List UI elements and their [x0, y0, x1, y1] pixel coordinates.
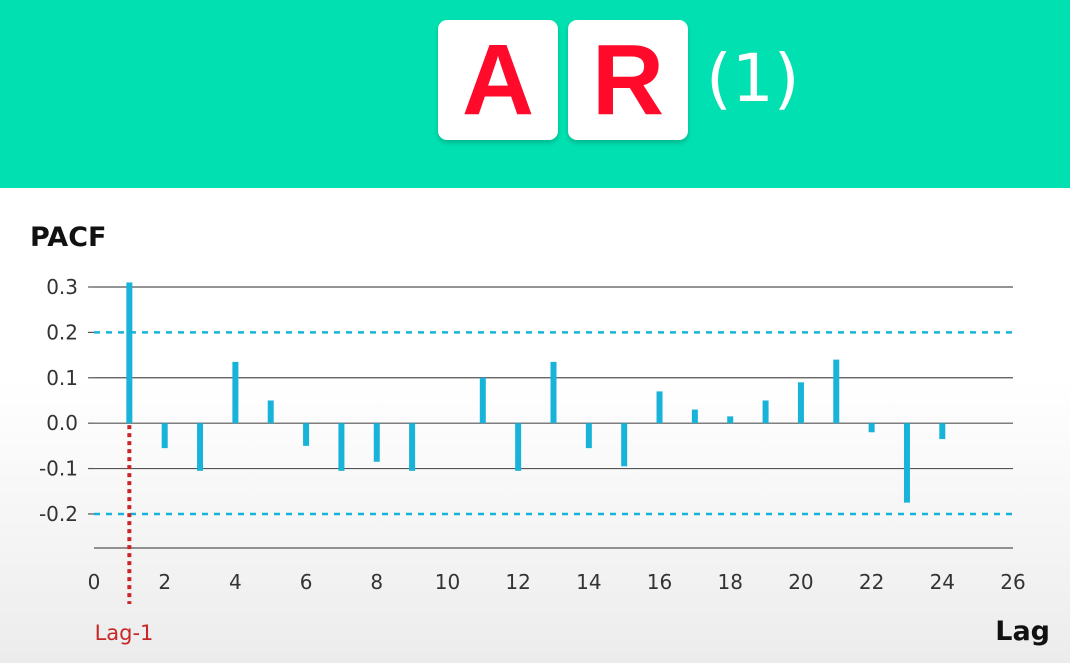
pacf-bar — [550, 361, 557, 424]
pacf-bar — [727, 416, 734, 424]
pacf-bar — [197, 423, 204, 471]
x-tick-label: 18 — [718, 570, 743, 594]
y-tick-label: 0.2 — [46, 320, 78, 344]
pacf-bar — [939, 423, 946, 440]
x-tick-label: 22 — [859, 570, 884, 594]
pacf-bar — [585, 423, 592, 449]
confidence-band — [94, 331, 1013, 516]
y-tick-labels: 0.3 0.2 0.1 0.0 -0.1 -0.2 — [39, 275, 78, 526]
pacf-bar — [267, 400, 274, 424]
letter-r: R — [591, 24, 665, 136]
x-tick-label: 4 — [229, 570, 242, 594]
x-tick-label: 16 — [647, 570, 672, 594]
pacf-bar — [903, 423, 910, 503]
pacf-bar — [232, 361, 239, 424]
x-tick-label: 20 — [788, 570, 813, 594]
pacf-bar — [126, 282, 133, 424]
model-order: (1) — [706, 40, 800, 117]
x-tick-label: 26 — [1000, 570, 1025, 594]
x-tick-label: 0 — [88, 570, 101, 594]
x-tick-label: 8 — [370, 570, 383, 594]
pacf-bars — [126, 282, 946, 503]
y-tick-label: 0.0 — [46, 411, 78, 435]
pacf-bar — [656, 391, 663, 424]
x-tick-label: 10 — [435, 570, 460, 594]
pacf-bar — [303, 423, 310, 446]
pacf-bar — [621, 423, 628, 467]
x-tick-label: 6 — [300, 570, 313, 594]
pacf-bar — [161, 423, 168, 449]
y-tick-label: 0.3 — [46, 275, 78, 299]
pacf-bar — [797, 382, 804, 424]
pacf-bar — [515, 423, 522, 471]
pacf-bar — [691, 409, 698, 424]
letter-tile-r: R — [568, 20, 688, 140]
x-tick-label: 2 — [158, 570, 171, 594]
letter-a: A — [461, 24, 535, 136]
x-tick-labels: 0 2 4 6 8 10 12 14 16 18 20 22 24 26 — [88, 570, 1026, 594]
y-tick-label: 0.1 — [46, 366, 78, 390]
x-tick-label: 12 — [505, 570, 530, 594]
y-tick-label: -0.2 — [39, 502, 78, 526]
y-tick-label: -0.1 — [39, 457, 78, 481]
x-axis-title: Lag — [995, 616, 1050, 647]
pacf-bar — [409, 423, 416, 471]
pacf-bar — [338, 423, 345, 471]
pacf-bar — [762, 400, 769, 424]
title-banner: A R (1) — [0, 0, 1070, 188]
lag-annotation-label: Lag-1 — [95, 621, 154, 645]
x-tick-label: 14 — [576, 570, 601, 594]
y-axis-title: PACF — [30, 222, 106, 253]
pacf-bar — [868, 423, 875, 433]
letter-tile-a: A — [438, 20, 558, 140]
pacf-bar — [373, 423, 380, 462]
pacf-bar — [833, 359, 840, 424]
pacf-bar — [479, 377, 486, 424]
x-tick-label: 24 — [930, 570, 955, 594]
